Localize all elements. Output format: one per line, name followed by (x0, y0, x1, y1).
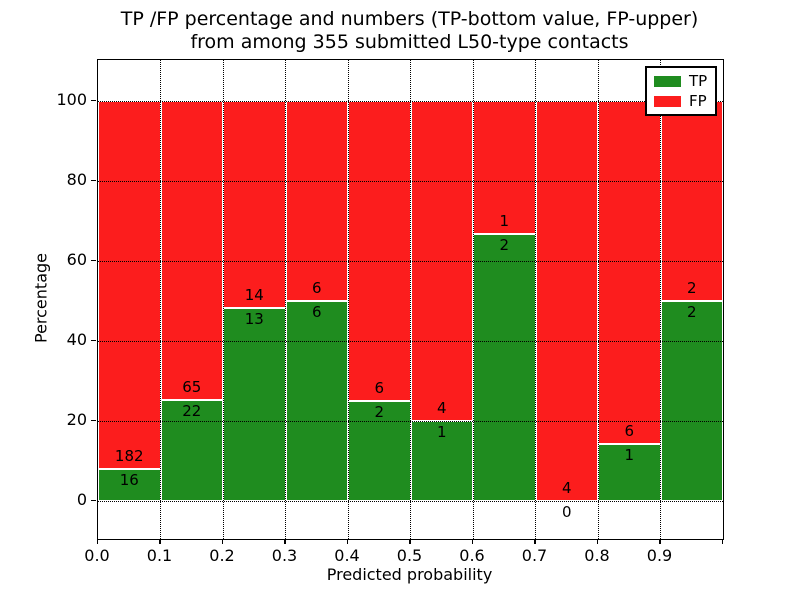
y-tick-label: 40 (66, 330, 87, 349)
x-tick-mark (159, 539, 161, 544)
y-tick-mark (91, 259, 96, 261)
y-tick-mark (91, 179, 96, 181)
v-gridline (222, 60, 224, 539)
chart-title-line2: from among 355 submitted L50-type contac… (190, 31, 629, 53)
legend-tp-label: TP (689, 71, 708, 90)
fp-count-label: 6 (311, 279, 322, 297)
x-tick-label: 0.6 (459, 546, 485, 565)
x-tick-mark (471, 539, 473, 544)
tp-bar-segment (98, 468, 161, 501)
tp-count-label: 0 (561, 503, 572, 521)
v-gridline (472, 60, 474, 539)
x-tick-mark (721, 539, 723, 544)
plot-area: 182 16 65 22 14 13 6 6 6 2 4 1 1 2 4 0 6 1 2 2 (97, 59, 724, 540)
tp-count-label: 16 (119, 470, 139, 489)
legend: TP FP (645, 66, 717, 116)
y-tick-mark (91, 99, 96, 101)
fp-count-label: 4 (436, 399, 447, 417)
fp-count-label: 6 (624, 421, 635, 440)
v-gridline (347, 60, 349, 539)
tp-bar-segment (160, 399, 223, 501)
tp-bar-segment (285, 301, 348, 501)
v-gridline (410, 60, 411, 539)
v-gridline (660, 60, 661, 539)
fp-bar-segment (598, 101, 661, 444)
fp-count-label: 182 (114, 446, 144, 465)
tp-count-label: 6 (311, 303, 322, 321)
y-tick-label: 80 (66, 170, 87, 189)
legend-tp-swatch (654, 75, 681, 87)
x-tick-mark (284, 539, 286, 544)
x-tick-mark (221, 539, 223, 544)
fp-count-label: 4 (561, 479, 572, 497)
x-tick-label: 0.3 (271, 546, 298, 565)
x-tick-mark (409, 539, 411, 544)
legend-fp-swatch (654, 95, 681, 107)
x-tick-mark (534, 539, 536, 544)
x-tick-mark (659, 539, 661, 544)
x-tick-label: 0.0 (84, 546, 110, 565)
tp-bar-segment (473, 234, 536, 501)
legend-entry-tp: TP (647, 71, 715, 90)
y-tick-mark (91, 499, 96, 501)
chart-title-line1: TP /FP percentage and numbers (TP-bottom… (120, 8, 699, 30)
y-tick-label: 20 (66, 410, 87, 429)
x-tick-label: 0.2 (209, 546, 235, 565)
fp-bar-segment (285, 101, 348, 301)
tp-count-label: 22 (182, 401, 202, 420)
legend-fp-label: FP (689, 91, 707, 110)
fp-bar-segment (160, 101, 223, 400)
fp-bar-segment (535, 101, 598, 501)
x-tick-mark (346, 539, 348, 544)
fp-count-label: 1 (499, 212, 510, 231)
x-tick-mark (596, 539, 598, 544)
legend-entry-fp: FP (647, 91, 715, 110)
v-gridline (597, 60, 599, 539)
y-tick-label: 60 (66, 250, 87, 269)
tp-count-label: 2 (499, 236, 510, 255)
fp-count-label: 2 (686, 279, 697, 297)
fp-bar-segment (660, 101, 723, 301)
y-tick-label: 100 (56, 90, 87, 109)
tp-bar-segment (660, 301, 723, 501)
x-axis-label: Predicted probability (326, 565, 493, 584)
chart-title: TP /FP percentage and numbers (TP-bottom… (97, 8, 722, 54)
fp-count-label: 14 (244, 286, 264, 305)
y-tick-mark (91, 339, 96, 341)
x-tick-label: 0.8 (584, 546, 610, 565)
x-tick-label: 0.4 (334, 546, 360, 565)
tp-count-label: 2 (686, 303, 697, 321)
fp-bar-segment (348, 101, 411, 401)
x-tick-label: 0.5 (396, 546, 423, 565)
y-tick-mark (91, 419, 96, 421)
fp-count-label: 65 (182, 377, 202, 396)
v-gridline (285, 60, 286, 539)
tp-count-label: 13 (244, 310, 264, 329)
x-tick-mark (96, 539, 98, 544)
fp-count-label: 6 (374, 379, 385, 397)
fp-bar-segment (223, 101, 286, 309)
tp-bar-segment (223, 308, 286, 501)
x-tick-label: 0.9 (646, 546, 673, 565)
x-tick-label: 0.7 (521, 546, 548, 565)
tp-count-label: 1 (436, 423, 447, 441)
tp-count-label: 2 (374, 403, 385, 421)
v-gridline (160, 60, 161, 539)
v-gridline (535, 60, 536, 539)
fp-bar-segment (473, 101, 536, 235)
y-tick-label: 0 (76, 490, 87, 509)
fp-bar-segment (98, 101, 161, 469)
tp-count-label: 1 (624, 445, 635, 464)
x-tick-label: 0.1 (146, 546, 173, 565)
